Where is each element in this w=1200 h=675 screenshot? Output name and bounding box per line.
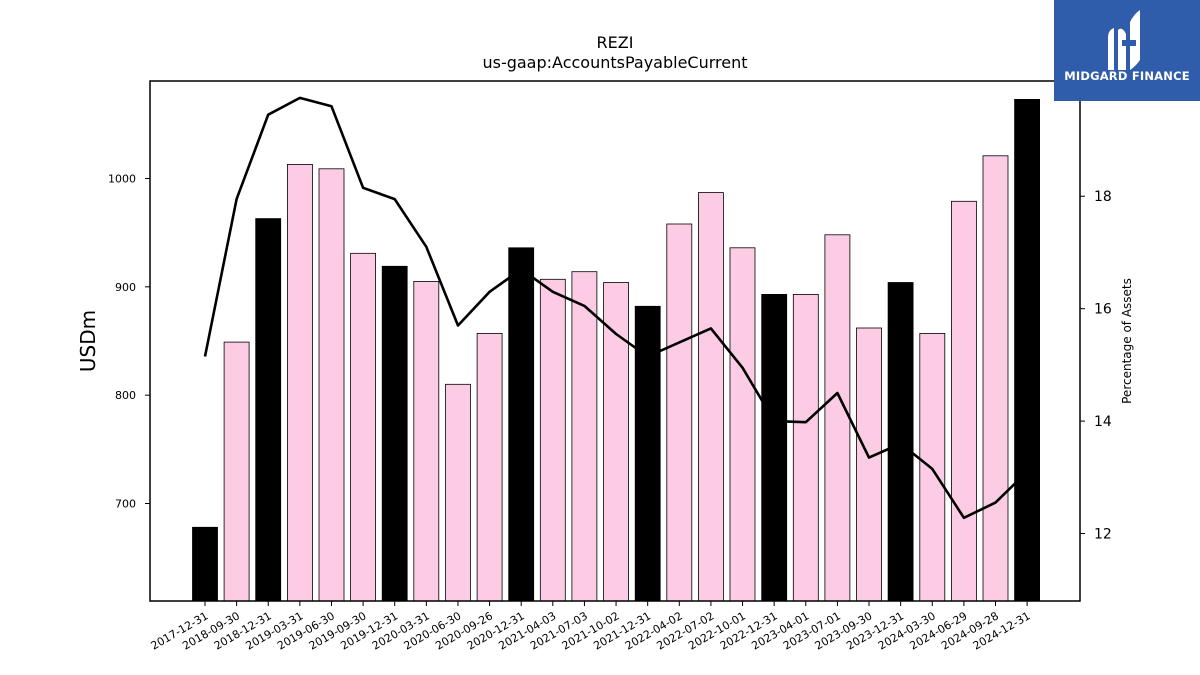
bar (381, 265, 408, 602)
y-axis-label: USDm (76, 310, 100, 372)
y2-tick-label: 14 (1094, 414, 1112, 430)
logo-mark-icon (1108, 10, 1140, 71)
y2-tick-label: 18 (1094, 189, 1112, 205)
bar (255, 218, 282, 602)
bar (698, 192, 724, 602)
bar (761, 293, 788, 602)
bar (824, 234, 851, 602)
y-tick-label: 800 (115, 389, 136, 402)
chart-title: REZI (597, 33, 634, 52)
bar (982, 155, 1009, 602)
bar (445, 383, 471, 602)
brand-logo: MIDGARD FINANCE (1054, 0, 1200, 101)
bars-layer (192, 99, 1040, 602)
bar (350, 252, 377, 602)
plot-frame (149, 80, 1081, 602)
bar (223, 341, 250, 602)
bar (603, 282, 629, 602)
bar (1014, 99, 1040, 602)
y-tick-label: 700 (115, 498, 136, 511)
bar (571, 271, 598, 602)
line-layer (203, 96, 1029, 520)
bar (413, 280, 440, 602)
chart-subtitle: us-gaap:AccountsPayableCurrent (482, 53, 747, 72)
bar (792, 293, 819, 602)
bar (539, 278, 566, 602)
bar (286, 163, 313, 602)
y-tick-label: 1000 (108, 173, 136, 186)
bar (856, 327, 882, 602)
left-axis-ticks: 700 800 900 1000 (108, 173, 150, 511)
bar (476, 332, 503, 602)
bar (318, 168, 345, 602)
bar (919, 332, 946, 602)
bar (508, 247, 535, 602)
logo-text: MIDGARD FINANCE (1064, 69, 1190, 83)
bar (729, 247, 756, 602)
bar (887, 282, 914, 602)
bar (951, 200, 977, 602)
y2-tick-label: 12 (1094, 527, 1112, 543)
right-axis-ticks: 12 14 16 18 (1080, 189, 1112, 543)
y-tick-label: 900 (115, 281, 136, 294)
x-axis-ticks: 2017-12-312018-09-302018-12-312019-03-31… (149, 601, 1033, 653)
y2-tick-label: 16 (1094, 302, 1112, 318)
series-line (203, 96, 1029, 520)
bar (192, 526, 218, 602)
bar (666, 223, 693, 602)
y2-axis-label: Percentage of Assets (1120, 278, 1134, 404)
